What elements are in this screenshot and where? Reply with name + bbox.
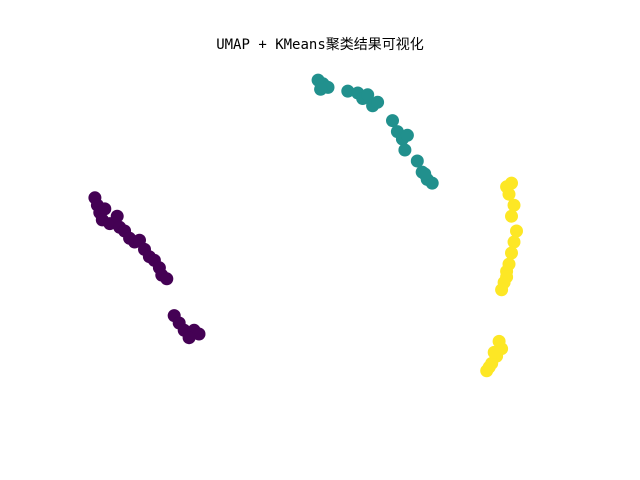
points-layer bbox=[88, 73, 523, 378]
cluster-2-point-7 bbox=[505, 246, 518, 260]
cluster-0-point-3 bbox=[98, 202, 112, 216]
cluster-2-point-2 bbox=[502, 187, 516, 201]
cluster-1-point-18 bbox=[425, 176, 439, 190]
cluster-1-point-10 bbox=[386, 114, 399, 128]
cluster-1-point-13 bbox=[400, 128, 414, 142]
cluster-2-point-1 bbox=[505, 176, 518, 190]
cluster-1-point-15 bbox=[410, 154, 424, 168]
cluster-2-point-18 bbox=[487, 345, 501, 359]
cluster-2-point-6 bbox=[507, 235, 521, 249]
cluster-1-point-14 bbox=[398, 143, 412, 157]
cluster-1-point-7 bbox=[361, 88, 375, 102]
cluster-2-point-4 bbox=[505, 209, 518, 223]
cluster-1-point-19 bbox=[418, 167, 432, 181]
cluster-2-point-14 bbox=[492, 334, 506, 348]
cluster-0-point-24 bbox=[182, 331, 196, 345]
cluster-1-point-4 bbox=[341, 84, 355, 98]
cluster-2-point-5 bbox=[510, 224, 523, 238]
cluster-0-point-6 bbox=[110, 209, 124, 223]
cluster-2-point-17 bbox=[482, 360, 496, 374]
chart-title: UMAP + KMeans聚类结果可视化 bbox=[216, 37, 424, 53]
cluster-2-point-19 bbox=[500, 270, 514, 284]
cluster-0-point-23 bbox=[192, 327, 206, 341]
cluster-0-point-17 bbox=[160, 272, 174, 286]
cluster-1-point-3 bbox=[314, 82, 328, 96]
cluster-1-point-9 bbox=[371, 95, 385, 109]
cluster-2-point-3 bbox=[507, 198, 521, 212]
cluster-2-point-11 bbox=[495, 283, 509, 297]
